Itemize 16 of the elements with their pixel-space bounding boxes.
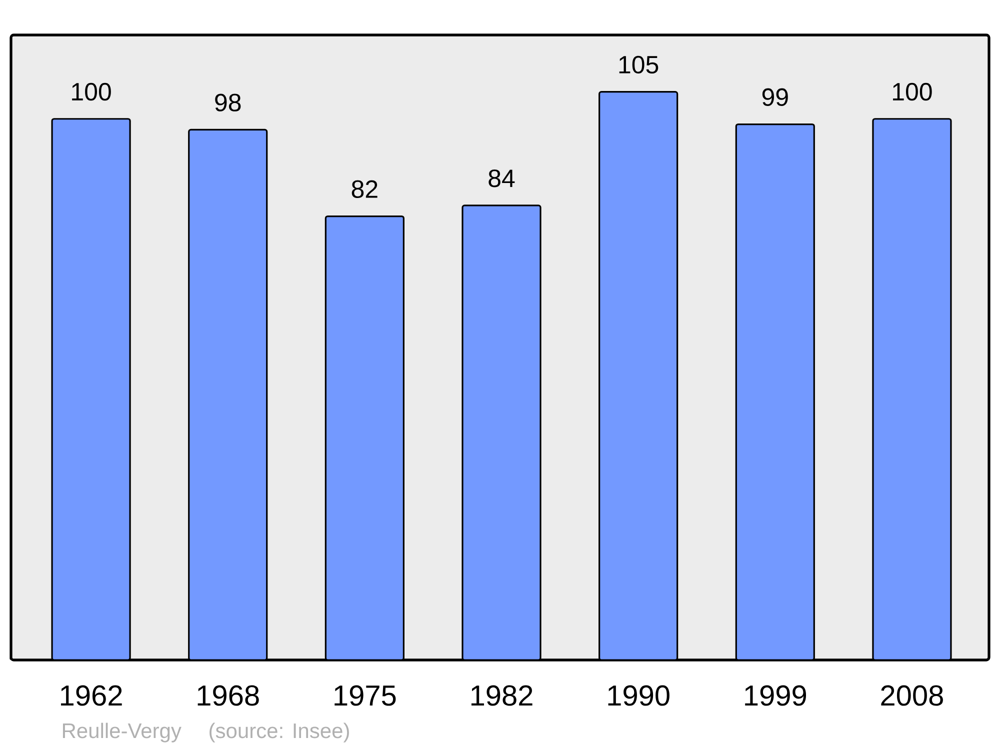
- text: (source: Insee): [210, 722, 349, 742]
- data-label: 98: [215, 94, 241, 112]
- x-tick-label: 1982: [471, 685, 532, 706]
- data-label: 82: [352, 180, 378, 198]
- x-tick-label: 1975: [334, 685, 396, 706]
- x-tick-label: 2008: [881, 685, 943, 706]
- data-label: 100: [72, 82, 111, 101]
- x-tick-label: 1990: [608, 685, 670, 706]
- text: Reulle-Vergy: [62, 722, 182, 742]
- data-label: 105: [619, 56, 658, 74]
- x-tick-label: 1999: [745, 685, 806, 706]
- x-tick-label: 1968: [198, 685, 259, 706]
- data-label: 100: [893, 82, 932, 101]
- data-label: 84: [488, 169, 515, 188]
- x-tick-label: 1962: [61, 685, 122, 706]
- data-label: 99: [762, 88, 788, 106]
